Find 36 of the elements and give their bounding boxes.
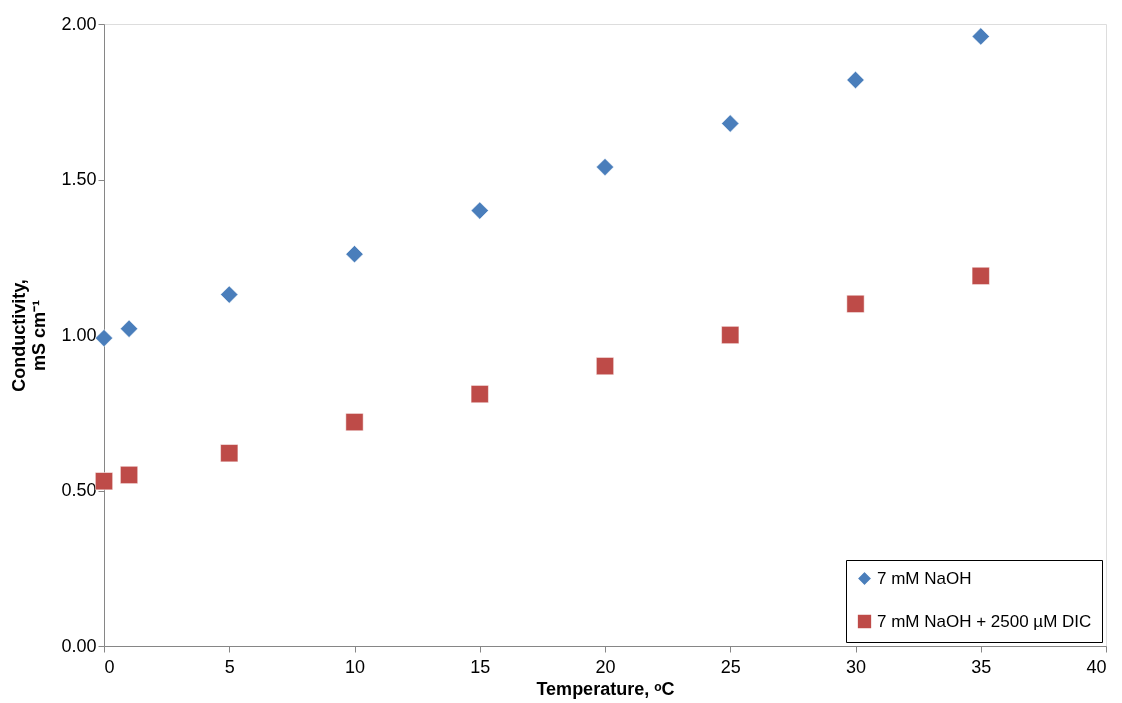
x-axis-title: Temperature, ᵒC	[536, 678, 675, 699]
point	[846, 294, 865, 313]
point	[470, 385, 489, 403]
y-tick-label: 1.50	[61, 169, 97, 189]
point	[721, 326, 740, 344]
y-tick-label: 2.00	[61, 13, 97, 34]
point	[846, 71, 865, 89]
point	[721, 114, 740, 133]
point	[95, 472, 113, 491]
point	[971, 267, 990, 285]
x-tick-label: 35	[971, 656, 992, 677]
x-tick-label: 10	[344, 656, 366, 677]
point	[345, 413, 364, 431]
point	[971, 27, 990, 46]
y-tick-label: 0.50	[61, 480, 97, 500]
x-tick-label: 15	[470, 656, 491, 677]
x-tick-label: 40	[1086, 656, 1107, 677]
point	[596, 158, 614, 176]
y-tick-label: 1.00	[61, 324, 97, 345]
point	[596, 357, 614, 376]
x-tick-label: 0	[104, 656, 115, 677]
point	[345, 245, 364, 264]
x-tick-label: 25	[720, 656, 741, 677]
x-tick-label: 5	[224, 656, 235, 677]
x-tick-label: 20	[595, 656, 616, 677]
y-tick-label: 0.00	[61, 635, 97, 656]
legend-label: 7 mM NaOH + 2500 µM DIC	[877, 611, 1092, 631]
point	[120, 319, 138, 338]
point	[95, 329, 113, 348]
point	[470, 201, 489, 220]
x-tick-label: 30	[845, 656, 867, 677]
y-axis-title: Conductivity, mS cm⁻¹	[9, 279, 50, 392]
point	[220, 444, 239, 463]
point	[220, 285, 239, 304]
legend-label: 7 mM NaOH	[877, 568, 972, 588]
point	[120, 466, 138, 484]
